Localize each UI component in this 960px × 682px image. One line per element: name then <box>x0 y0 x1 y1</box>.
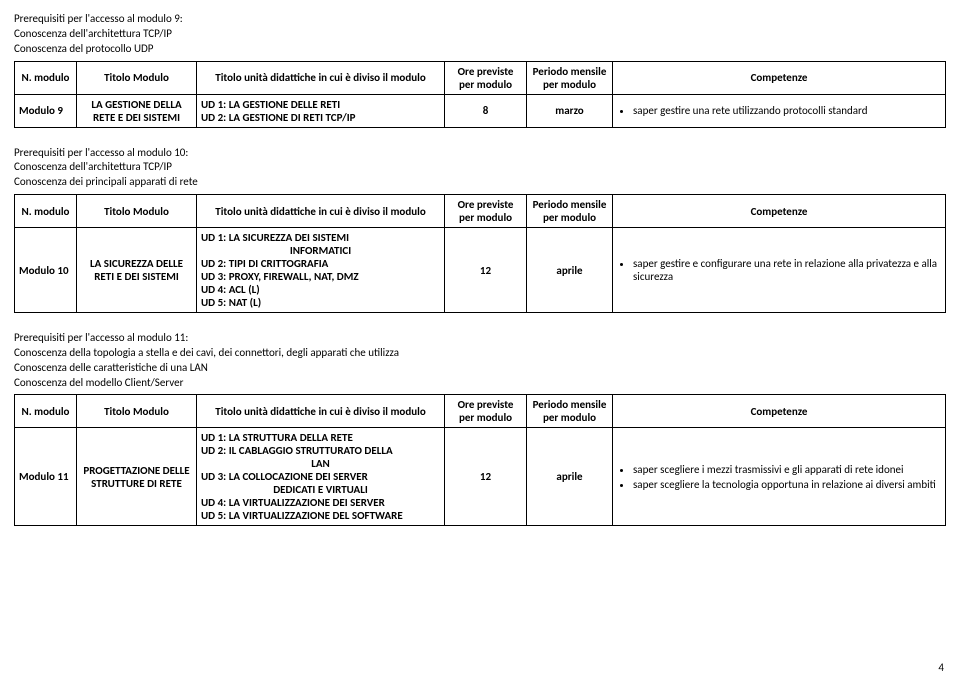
prereq-line: Conoscenza dell'architettura TCP/IP <box>14 160 946 175</box>
prereq-line: Conoscenza dei principali apparati di re… <box>14 175 946 190</box>
table-header-row: N. modulo Titolo Modulo Titolo unità did… <box>15 61 946 94</box>
period-cell: aprile <box>527 228 613 313</box>
table-row: Modulo 10 LA SICUREZZA DELLE RETI E DEI … <box>15 228 946 313</box>
prereq-line: Conoscenza dell'architettura TCP/IP <box>14 27 946 42</box>
ud-cell: UD 1: LA STRUTTURA DELLA RETE UD 2: IL C… <box>197 428 445 526</box>
ud-line: UD 2: LA GESTIONE DI RETI TCP/IP <box>201 111 440 124</box>
ud-line: UD 3: PROXY, FIREWALL, NAT, DMZ <box>201 270 440 283</box>
module-section-10: Prerequisiti per l'accesso al modulo 10:… <box>14 146 946 314</box>
prereq-line: Conoscenza del protocollo UDP <box>14 42 946 57</box>
ud-line: UD 1: LA SICUREZZA DEI SISTEMI <box>201 231 440 244</box>
col-ore-header: Ore previste per modulo <box>445 195 527 228</box>
ud-subline: DEDICATI E VIRTUALI <box>201 483 440 496</box>
col-titolo-header: Titolo Modulo <box>77 395 197 428</box>
col-comp-header: Competenze <box>613 61 946 94</box>
competences-cell: saper gestire una rete utilizzando proto… <box>613 94 946 127</box>
ud-subline: INFORMATICI <box>201 244 440 257</box>
col-titolo-header: Titolo Modulo <box>77 61 197 94</box>
col-titolo-header: Titolo Modulo <box>77 195 197 228</box>
col-comp-header: Competenze <box>613 195 946 228</box>
ud-line: UD 5: NAT (L) <box>201 296 440 309</box>
col-ore-header: Ore previste per modulo <box>445 61 527 94</box>
module-number: Modulo 11 <box>15 428 77 526</box>
col-comp-header: Competenze <box>613 395 946 428</box>
table-header-row: N. modulo Titolo Modulo Titolo unità did… <box>15 195 946 228</box>
module-title: PROGETTAZIONE DELLE STRUTTURE DI RETE <box>77 428 197 526</box>
module-number: Modulo 10 <box>15 228 77 313</box>
prereq-line: Conoscenza delle caratteristiche di una … <box>14 361 946 376</box>
prereq-block: Prerequisiti per l'accesso al modulo 10:… <box>14 146 946 191</box>
col-n-header: N. modulo <box>15 195 77 228</box>
module-section-11: Prerequisiti per l'accesso al modulo 11:… <box>14 331 946 526</box>
ud-line: UD 3: LA COLLOCAZIONE DEI SERVER <box>201 470 440 483</box>
period-cell: marzo <box>527 94 613 127</box>
hours-cell: 12 <box>445 228 527 313</box>
col-periodo-header: Periodo mensile per modulo <box>527 195 613 228</box>
module-number: Modulo 9 <box>15 94 77 127</box>
hours-cell: 8 <box>445 94 527 127</box>
col-ud-header: Titolo unità didattiche in cui è diviso … <box>197 61 445 94</box>
page-number: 4 <box>938 661 944 674</box>
col-n-header: N. modulo <box>15 395 77 428</box>
col-n-header: N. modulo <box>15 61 77 94</box>
period-cell: aprile <box>527 428 613 526</box>
ud-cell: UD 1: LA SICUREZZA DEI SISTEMI INFORMATI… <box>197 228 445 313</box>
ud-cell: UD 1: LA GESTIONE DELLE RETI UD 2: LA GE… <box>197 94 445 127</box>
competence-item: saper scegliere i mezzi trasmissivi e gl… <box>633 463 941 476</box>
module-title: LA SICUREZZA DELLE RETI E DEI SISTEMI <box>77 228 197 313</box>
col-ud-header: Titolo unità didattiche in cui è diviso … <box>197 395 445 428</box>
ud-subline: LAN <box>201 457 440 470</box>
ud-line: UD 1: LA STRUTTURA DELLA RETE <box>201 431 440 444</box>
competence-item: saper scegliere la tecnologia opportuna … <box>633 478 941 491</box>
ud-line: UD 4: ACL (L) <box>201 283 440 296</box>
prereq-line: Conoscenza della topologia a stella e de… <box>14 346 946 361</box>
col-periodo-header: Periodo mensile per modulo <box>527 61 613 94</box>
competence-item: saper gestire una rete utilizzando proto… <box>633 104 941 117</box>
module-table: N. modulo Titolo Modulo Titolo unità did… <box>14 194 946 313</box>
ud-line: UD 5: LA VIRTUALIZZAZIONE DEL SOFTWARE <box>201 509 440 522</box>
hours-cell: 12 <box>445 428 527 526</box>
col-ud-header: Titolo unità didattiche in cui è diviso … <box>197 195 445 228</box>
col-periodo-header: Periodo mensile per modulo <box>527 395 613 428</box>
module-table: N. modulo Titolo Modulo Titolo unità did… <box>14 61 946 128</box>
table-row: Modulo 11 PROGETTAZIONE DELLE STRUTTURE … <box>15 428 946 526</box>
ud-line: UD 4: LA VIRTUALIZZAZIONE DEI SERVER <box>201 496 440 509</box>
prereq-line: Prerequisiti per l'accesso al modulo 11: <box>14 331 946 346</box>
competences-cell: saper scegliere i mezzi trasmissivi e gl… <box>613 428 946 526</box>
ud-line: UD 1: LA GESTIONE DELLE RETI <box>201 98 440 111</box>
prereq-line: Conoscenza del modello Client/Server <box>14 376 946 391</box>
competences-cell: saper gestire e configurare una rete in … <box>613 228 946 313</box>
prereq-line: Prerequisiti per l'accesso al modulo 10: <box>14 146 946 161</box>
ud-line: UD 2: TIPI DI CRITTOGRAFIA <box>201 257 440 270</box>
module-table: N. modulo Titolo Modulo Titolo unità did… <box>14 394 946 526</box>
prereq-line: Prerequisiti per l'accesso al modulo 9: <box>14 12 946 27</box>
module-section-9: Prerequisiti per l'accesso al modulo 9: … <box>14 12 946 128</box>
table-row: Modulo 9 LA GESTIONE DELLA RETE E DEI SI… <box>15 94 946 127</box>
table-header-row: N. modulo Titolo Modulo Titolo unità did… <box>15 395 946 428</box>
col-ore-header: Ore previste per modulo <box>445 395 527 428</box>
module-title: LA GESTIONE DELLA RETE E DEI SISTEMI <box>77 94 197 127</box>
prereq-block: Prerequisiti per l'accesso al modulo 9: … <box>14 12 946 57</box>
competence-item: saper gestire e configurare una rete in … <box>633 257 941 283</box>
ud-line: UD 2: IL CABLAGGIO STRUTTURATO DELLA <box>201 444 440 457</box>
prereq-block: Prerequisiti per l'accesso al modulo 11:… <box>14 331 946 390</box>
